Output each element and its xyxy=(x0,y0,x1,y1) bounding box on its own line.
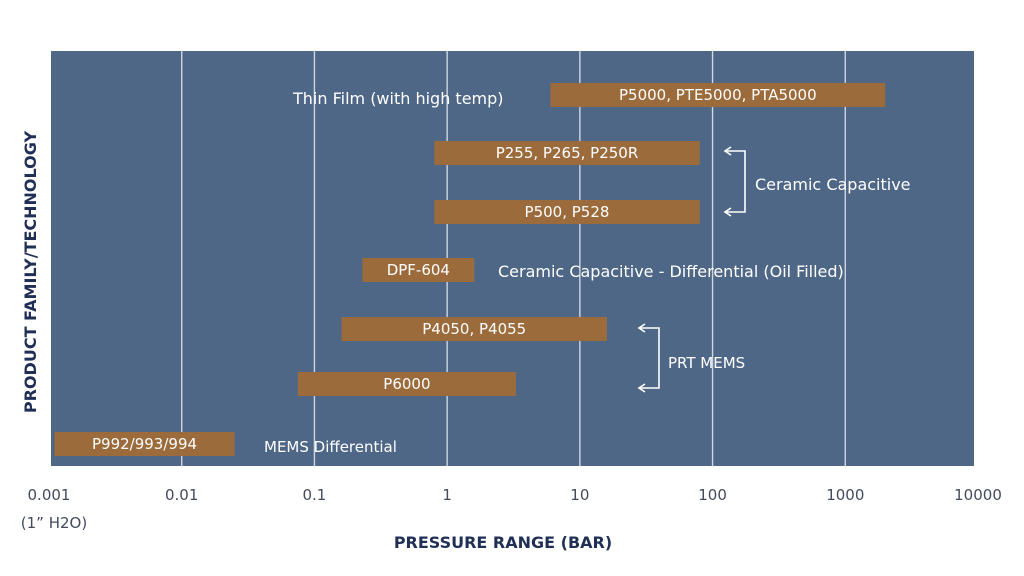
x-tick-label: 0.1 xyxy=(302,486,326,504)
annotation-ceramic-capacitive: Ceramic Capacitive xyxy=(755,175,911,194)
ceramic-capacitive-bracket xyxy=(725,150,746,213)
range-bar xyxy=(54,432,235,456)
x-tick-label: 1000 xyxy=(826,486,864,504)
plot-area xyxy=(51,51,974,466)
annotation-mems-differential: MEMS Differential xyxy=(264,438,397,456)
x-tick-sublabel: (1” H2O) xyxy=(21,514,87,532)
x-tick-label: 100 xyxy=(698,486,727,504)
x-tick-label: 10 xyxy=(570,486,589,504)
ceramic-arrow-top xyxy=(723,146,732,156)
range-bar xyxy=(550,83,886,107)
prt-arrow-bottom xyxy=(637,383,646,393)
range-bar xyxy=(434,200,700,224)
prt-mems-bracket xyxy=(639,327,660,389)
bar-label: P4050, P4055 xyxy=(422,320,526,338)
annotation-prt-mems: PRT MEMS xyxy=(668,354,745,372)
x-tick-label: 1 xyxy=(442,486,452,504)
range-bar xyxy=(297,372,516,396)
annotation-thin-film: Thin Film (with high temp) xyxy=(292,89,504,108)
bar-label: DPF-604 xyxy=(387,261,450,279)
bar-label: P992/993/994 xyxy=(92,435,197,453)
x-tick-label: 0.001 xyxy=(28,486,71,504)
prt-arrow-top xyxy=(637,323,646,333)
x-tick-label: 10000 xyxy=(954,486,1002,504)
range-bar xyxy=(434,141,700,165)
bar-label: P5000, PTE5000, PTA5000 xyxy=(619,86,817,104)
annotation-ceramic-differential: Ceramic Capacitive - Differential (Oil F… xyxy=(498,262,844,281)
x-tick-label: 0.01 xyxy=(165,486,198,504)
x-tick-labels: 0.001 0.01 0.1 1 10 100 1000 10000 xyxy=(28,486,1002,504)
range-bar xyxy=(341,317,607,341)
bar-label: P6000 xyxy=(383,375,430,393)
bar-label: P255, P265, P250R xyxy=(496,144,639,162)
bar-label: P500, P528 xyxy=(525,203,610,221)
bars-group: P5000, PTE5000, PTA5000 P255, P265, P250R… xyxy=(54,83,886,456)
x-axis-title: PRESSURE RANGE (BAR) xyxy=(394,533,612,552)
range-bar xyxy=(362,258,475,282)
y-axis-title: PRODUCT FAMILY/TECHNOLOGY xyxy=(21,130,40,413)
ceramic-arrow-bottom xyxy=(723,207,732,217)
